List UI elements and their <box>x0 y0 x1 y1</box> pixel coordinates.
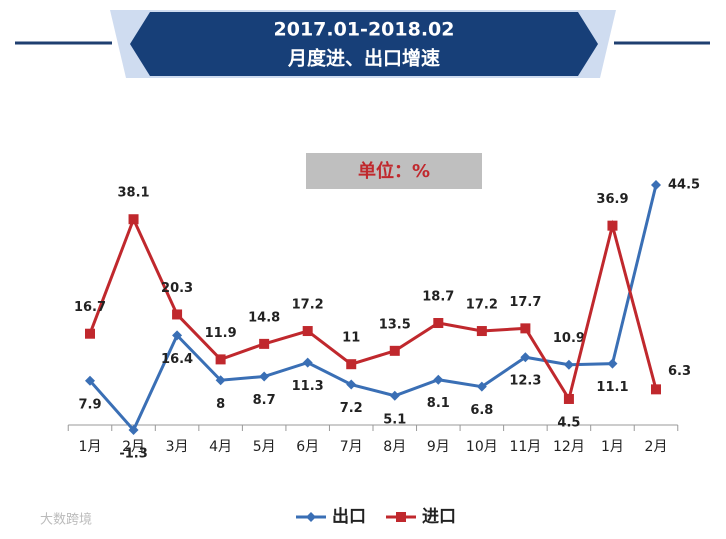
data-label: 7.9 <box>78 397 101 412</box>
data-label: 17.2 <box>466 298 498 313</box>
point <box>563 359 574 370</box>
data-label: 8.7 <box>253 393 276 408</box>
data-label: 16.7 <box>74 300 106 315</box>
legend-marker <box>396 512 406 522</box>
point <box>128 425 139 435</box>
data-label: 16.4 <box>161 352 193 367</box>
point <box>563 393 574 404</box>
x-tick-label: 1月 <box>79 439 102 455</box>
x-tick-label: 11月 <box>509 439 541 455</box>
point <box>651 180 661 190</box>
chart-subtitle: 月度进、出口增速 <box>287 47 440 70</box>
x-tick-label: 5月 <box>253 439 276 455</box>
data-label: 18.7 <box>422 290 454 305</box>
data-label: 38.1 <box>117 186 149 201</box>
point <box>520 352 531 363</box>
point <box>128 214 139 225</box>
legend-label: 进口 <box>422 507 456 527</box>
point <box>607 220 618 231</box>
data-label: 14.8 <box>248 310 280 325</box>
unit-label: 单位：% <box>358 160 430 182</box>
x-tick-label: 8月 <box>383 439 406 455</box>
point <box>476 326 487 337</box>
data-label: 17.7 <box>509 295 541 310</box>
point <box>259 371 270 382</box>
point <box>302 326 313 337</box>
banner <box>130 12 598 76</box>
watermark: 大数跨境 <box>40 513 92 528</box>
point <box>172 309 183 320</box>
point <box>651 384 661 395</box>
data-label: 36.9 <box>596 192 628 207</box>
x-tick-label: 9月 <box>427 439 450 455</box>
chart-title: 2017.01-2018.02 <box>274 19 455 41</box>
point <box>346 359 357 370</box>
data-label: 7.2 <box>340 401 363 416</box>
data-label: 44.5 <box>668 178 700 193</box>
point <box>215 375 226 386</box>
data-label: 8.1 <box>427 396 450 411</box>
data-label: 10.9 <box>553 331 585 346</box>
series-line <box>88 184 658 433</box>
data-label: 17.2 <box>292 298 324 313</box>
legend-label: 出口 <box>332 506 366 527</box>
data-label: 20.3 <box>161 281 193 296</box>
point <box>389 390 400 401</box>
x-tick-label: 3月 <box>166 439 189 455</box>
series-line <box>88 215 658 403</box>
x-tick-label: 2月 <box>645 439 668 455</box>
data-label: 6.3 <box>668 364 691 379</box>
point <box>215 354 226 365</box>
x-tick-label: 2月 <box>122 439 145 455</box>
data-label: -1.3 <box>119 447 147 462</box>
point <box>520 323 531 334</box>
x-tick-label: 7月 <box>340 439 363 455</box>
point <box>433 374 444 385</box>
point <box>346 379 357 390</box>
data-label: 11.1 <box>596 380 628 395</box>
point <box>85 328 95 339</box>
legend-marker <box>306 512 316 522</box>
point <box>607 358 618 369</box>
point <box>476 381 487 392</box>
point <box>302 357 313 368</box>
point <box>85 375 95 386</box>
point <box>389 345 400 356</box>
data-label: 11.9 <box>205 326 237 341</box>
point <box>259 338 270 349</box>
data-label: 5.1 <box>383 412 406 427</box>
data-label: 8 <box>216 397 225 412</box>
x-tick-label: 10月 <box>466 439 498 455</box>
data-label: 6.8 <box>470 403 493 418</box>
data-label: 12.3 <box>509 374 541 389</box>
data-label: 4.5 <box>557 415 580 430</box>
point <box>433 318 444 329</box>
x-tick-label: 1月 <box>601 439 624 455</box>
x-tick-label: 12月 <box>553 439 585 455</box>
point <box>172 330 183 341</box>
data-label: 13.5 <box>379 317 411 332</box>
x-tick-label: 6月 <box>296 439 319 455</box>
data-label: 11.3 <box>292 379 324 394</box>
x-tick-label: 4月 <box>209 439 232 455</box>
unit-box <box>306 153 482 189</box>
data-label: 11 <box>342 331 360 346</box>
